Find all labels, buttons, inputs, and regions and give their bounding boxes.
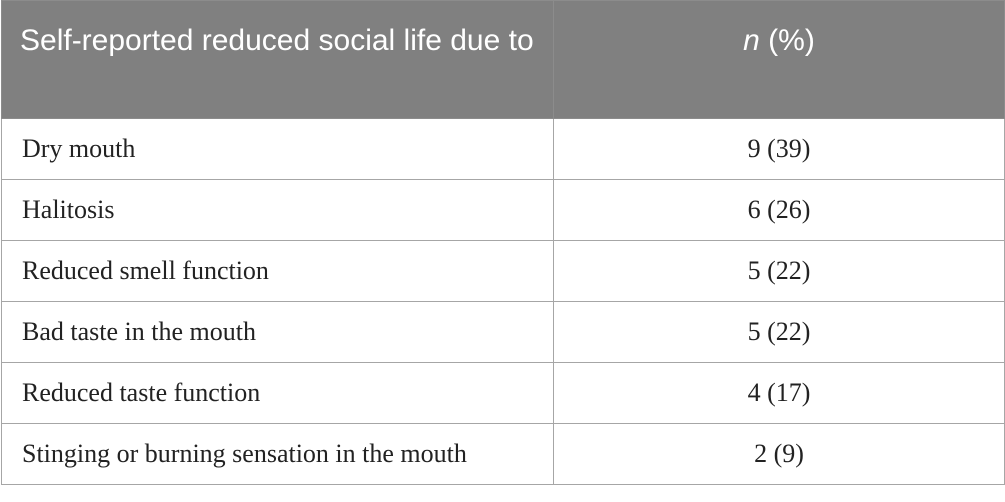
row-label: Reduced taste function: [1, 362, 554, 424]
table-body: Dry mouth 9 (39) Halitosis 6 (26) Reduce…: [1, 118, 1005, 485]
row-value: 5 (22): [553, 301, 1005, 363]
row-value: 5 (22): [553, 240, 1005, 302]
row-label: Halitosis: [1, 179, 554, 241]
table-row: Bad taste in the mouth 5 (22): [1, 301, 1005, 363]
table-row: Stinging or burning sensation in the mou…: [1, 423, 1005, 485]
row-value: 6 (26): [553, 179, 1005, 241]
row-label: Reduced smell function: [1, 240, 554, 302]
row-label: Bad taste in the mouth: [1, 301, 554, 363]
row-label: Dry mouth: [1, 118, 554, 180]
table-row: Dry mouth 9 (39): [1, 118, 1005, 180]
row-value: 2 (9): [553, 423, 1005, 485]
table-row: Reduced smell function 5 (22): [1, 240, 1005, 302]
table-header: Self-reported reduced social life due to…: [1, 0, 1005, 119]
header-percent-label: (%): [759, 24, 815, 57]
table-row: Halitosis 6 (26): [1, 179, 1005, 241]
header-row: Self-reported reduced social life due to…: [1, 0, 1005, 119]
social-life-table: Self-reported reduced social life due to…: [1, 0, 1005, 485]
row-label: Stinging or burning sensation in the mou…: [1, 423, 554, 485]
data-table-container: Self-reported reduced social life due to…: [1, 0, 1005, 485]
header-cell-condition: Self-reported reduced social life due to: [1, 0, 554, 119]
header-cell-n-percent: n (%): [553, 0, 1005, 119]
header-n-symbol: n: [743, 24, 760, 57]
table-row: Reduced taste function 4 (17): [1, 362, 1005, 424]
row-value: 9 (39): [553, 118, 1005, 180]
row-value: 4 (17): [553, 362, 1005, 424]
